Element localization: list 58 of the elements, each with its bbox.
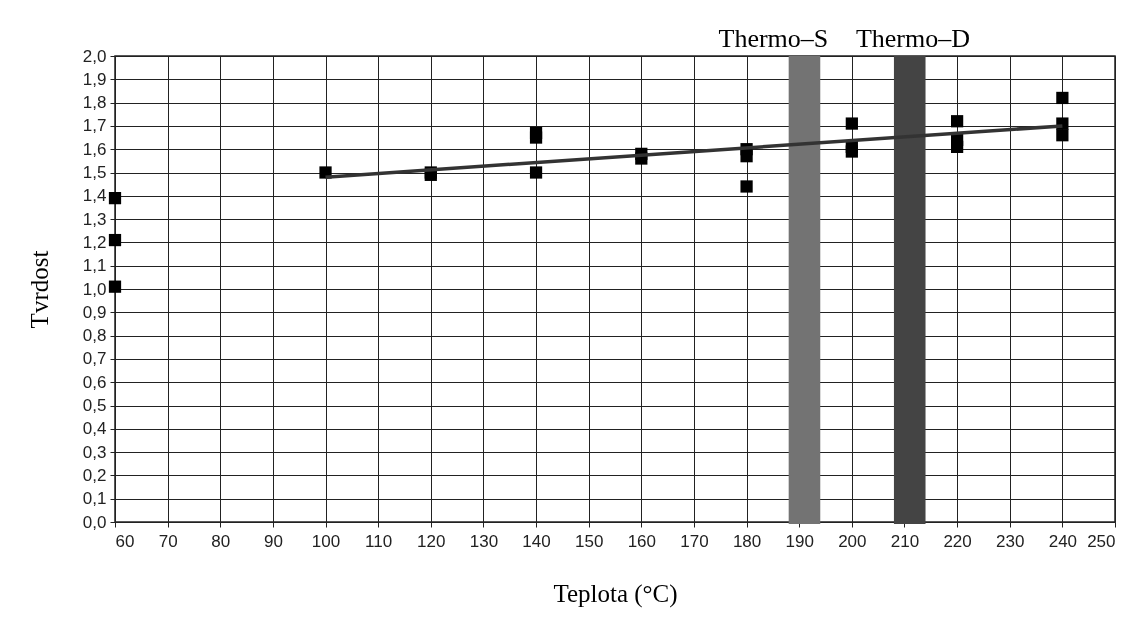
point bbox=[108, 233, 122, 247]
x-tick-label: 70 bbox=[158, 531, 178, 551]
x-tick-label: 210 bbox=[890, 531, 920, 551]
y-tick-label: 1,7 bbox=[82, 116, 107, 136]
x-tick-label: 180 bbox=[732, 531, 762, 551]
y-tick-label: 1,2 bbox=[82, 232, 107, 252]
y-tick-label: 0,4 bbox=[82, 419, 107, 439]
x-tick-label: 140 bbox=[522, 531, 551, 551]
y-tick-label: 0,5 bbox=[82, 396, 107, 415]
y-tick-label: 0,0 bbox=[82, 512, 107, 532]
x-tick-label: 110 bbox=[365, 531, 393, 551]
y-tick-label: 0,6 bbox=[82, 372, 107, 392]
x-tick-label: 190 bbox=[785, 531, 814, 551]
x-tick-label: 100 bbox=[311, 531, 341, 551]
point bbox=[950, 115, 964, 128]
y-tick-label: 1,3 bbox=[82, 209, 107, 229]
y-tick-label: 0,7 bbox=[82, 349, 107, 369]
band-label: Thermo–D bbox=[855, 24, 971, 53]
x-tick-label: 220 bbox=[943, 531, 972, 551]
x-tick-label: 160 bbox=[627, 531, 656, 551]
y-tick-label: 0,2 bbox=[82, 465, 107, 485]
y-tick-label: 0,8 bbox=[82, 326, 107, 346]
point bbox=[740, 150, 753, 163]
y-tick-label: 1,4 bbox=[82, 186, 107, 206]
x-tick-label: 60 bbox=[115, 531, 135, 551]
x-tick-label: 250 bbox=[1087, 531, 1116, 551]
x-tick-label: 120 bbox=[417, 531, 446, 551]
y-tick-label: 1,0 bbox=[82, 279, 107, 299]
point bbox=[950, 140, 964, 153]
point bbox=[108, 192, 122, 205]
x-axis-title: Teplota (°C) bbox=[553, 579, 678, 608]
y-tick-label: 1,8 bbox=[82, 93, 107, 113]
y-tick-label: 1,9 bbox=[82, 69, 107, 89]
point bbox=[529, 166, 543, 179]
point bbox=[529, 131, 543, 144]
point bbox=[1056, 129, 1069, 142]
x-tick-label: 240 bbox=[1048, 531, 1078, 551]
x-tick-label: 200 bbox=[838, 531, 867, 551]
y-tick-label: 0,9 bbox=[82, 302, 107, 322]
band-label: Thermo–S bbox=[718, 24, 829, 53]
y-axis-title: Tvrdost bbox=[25, 250, 53, 329]
point bbox=[1056, 91, 1069, 105]
point bbox=[108, 280, 122, 293]
y-tick-label: 1,1 bbox=[82, 256, 107, 276]
x-tick-label: 170 bbox=[680, 531, 709, 551]
point bbox=[740, 180, 753, 193]
x-tick-label: 80 bbox=[211, 531, 231, 551]
x-tick-label: 130 bbox=[469, 531, 499, 551]
point bbox=[845, 117, 858, 130]
y-tick-label: 1,5 bbox=[82, 163, 107, 182]
x-tick-label: 150 bbox=[575, 531, 604, 551]
x-tick-label: 90 bbox=[263, 531, 283, 551]
y-tick-label: 2,0 bbox=[82, 46, 107, 66]
y-tick-label: 1,6 bbox=[82, 139, 107, 159]
point bbox=[845, 145, 858, 158]
x-tick-label: 230 bbox=[996, 531, 1025, 551]
y-tick-label: 0,3 bbox=[82, 442, 107, 462]
y-tick-label: 0,1 bbox=[82, 489, 107, 509]
